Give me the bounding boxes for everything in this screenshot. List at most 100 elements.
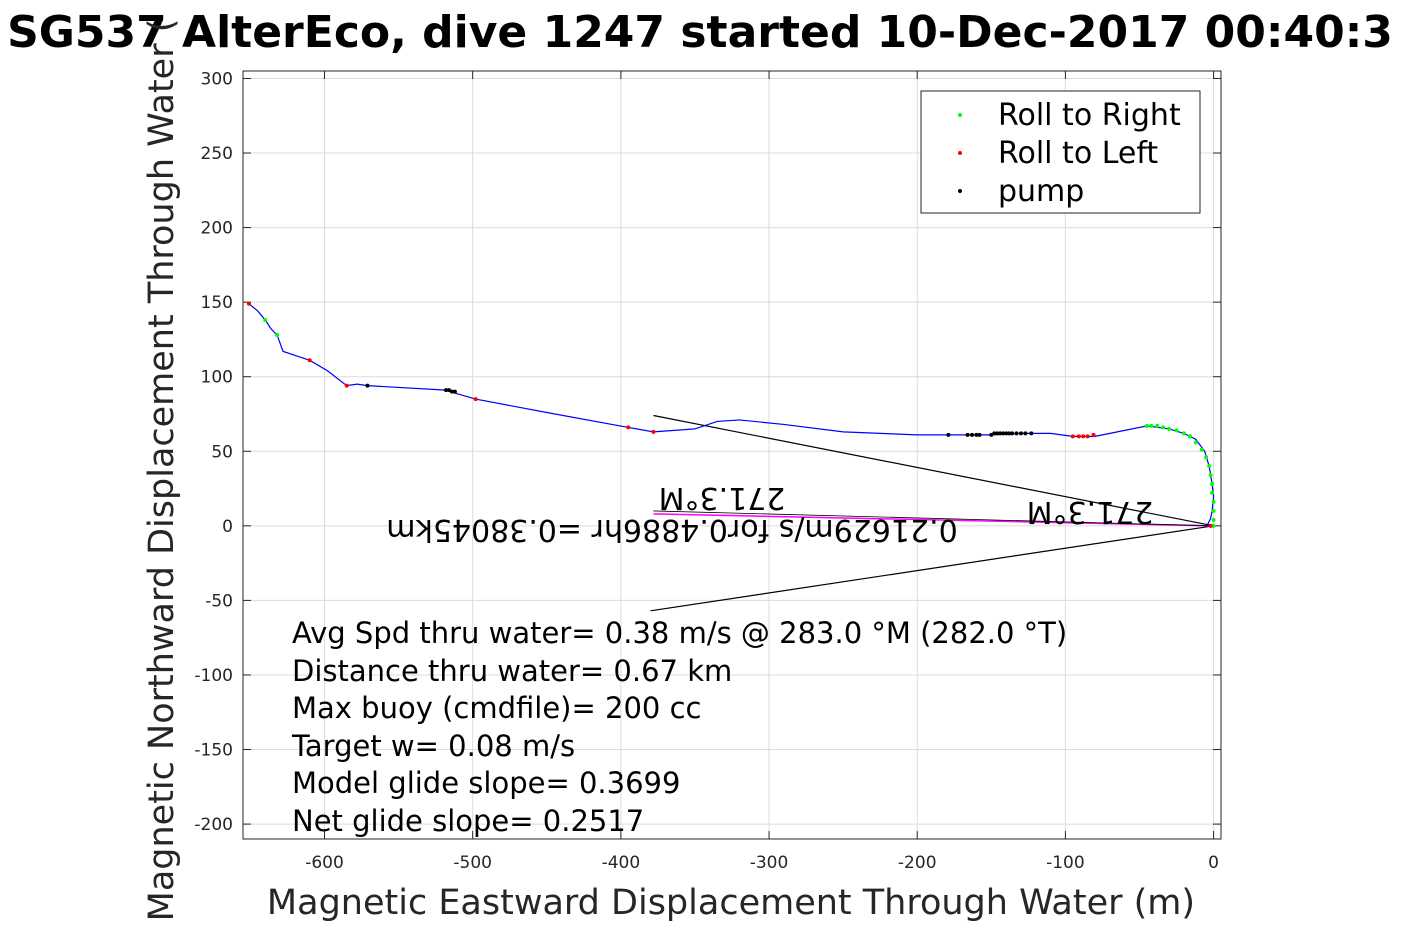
pump-point: [452, 389, 457, 394]
roll-right-point: [1211, 523, 1216, 528]
pump-point: [995, 431, 1000, 436]
direction-heading-label: 271.3°M: [1027, 494, 1154, 529]
roll-right-point: [1204, 455, 1209, 460]
pump-point: [946, 432, 951, 437]
roll-right-point: [1167, 426, 1172, 431]
pump-point: [974, 432, 979, 437]
roll-right-point: [1211, 499, 1216, 504]
roll-right-point: [1144, 423, 1149, 428]
roll-right-point: [1187, 434, 1192, 439]
roll-left-point: [1091, 432, 1096, 437]
current-vector-edge: [653, 510, 1214, 527]
y-tick-label: 100: [201, 368, 233, 388]
avg-speed-text: Avg Spd thru water= 0.38 m/s @ 283.0 °M …: [292, 616, 1067, 650]
y-axis-label: Magnetic Northward Displacement Through …: [142, 19, 182, 922]
y-tick-label: 250: [201, 144, 233, 164]
y-tick-label: -200: [194, 815, 233, 835]
roll-right-point: [1155, 423, 1160, 428]
roll-left-point: [626, 425, 631, 430]
y-tick-label: -150: [194, 741, 233, 761]
y-tick-label: -100: [194, 666, 233, 686]
pump-point: [1018, 431, 1023, 436]
max-buoy-text: Max buoy (cmdfile)= 200 cc: [292, 691, 701, 725]
roll-right-point: [1199, 447, 1204, 452]
roll-right-point: [1208, 473, 1213, 478]
roll-right-point: [1210, 491, 1215, 496]
legend-marker-roll-left: [958, 151, 962, 155]
roll-left-point: [307, 358, 312, 363]
pump-point: [446, 388, 451, 393]
pump-point: [1014, 431, 1019, 436]
roll-left-point: [1070, 434, 1075, 439]
y-tick-label: 200: [201, 219, 233, 239]
roll-right-point: [1193, 440, 1198, 445]
pump-point: [1007, 431, 1012, 436]
x-tick-label: -400: [602, 853, 641, 873]
roll-left-point: [1081, 434, 1086, 439]
x-tick-label: -300: [750, 853, 789, 873]
axes-box: [242, 70, 1222, 840]
current-vector: [653, 513, 1214, 527]
pump-point: [965, 432, 970, 437]
current-heading-label: 271.3°M: [659, 480, 786, 515]
pump-point: [989, 432, 994, 437]
y-tick-label: 150: [201, 293, 233, 313]
x-tick-label: -100: [1046, 853, 1085, 873]
roll-right-point: [1149, 423, 1154, 428]
roll-right-point: [1161, 425, 1166, 430]
roll-right-point: [1181, 431, 1186, 436]
chart-title: SG537 AlterEco, dive 1247 started 10-Dec…: [7, 7, 1393, 58]
legend-marker-roll-right: [958, 113, 962, 117]
markers: [246, 301, 1216, 528]
x-tick-label: 0: [1208, 853, 1219, 873]
y-tick-label: 0: [222, 517, 233, 537]
roll-right-point: [275, 332, 280, 337]
roll-left-point: [246, 301, 251, 306]
model-glide-slope-text: Model glide slope= 0.3699: [292, 766, 680, 800]
roll-right-point: [1211, 508, 1216, 513]
x-axis-label: Magnetic Eastward Displacement Through W…: [267, 883, 1195, 923]
legend-box: [920, 90, 1201, 214]
legend-label-roll-left: Roll to Left: [998, 136, 1158, 171]
legend: Roll to Right Roll to Left pump: [920, 90, 1201, 214]
roll-left-point: [651, 429, 656, 434]
roll-left-point: [1208, 523, 1213, 528]
legend-label-pump: pump: [998, 174, 1084, 209]
pump-point: [1004, 431, 1009, 436]
pump-point: [1010, 431, 1015, 436]
ticks: -600 -500 -400 -300 -200 -100 0300250200150100…: [194, 69, 1221, 873]
roll-left-point: [1076, 434, 1081, 439]
pump-point: [365, 383, 370, 388]
x-tick-label: -600: [305, 853, 344, 873]
x-tick-label: -500: [453, 853, 492, 873]
pump-point: [977, 432, 982, 437]
pump-point: [992, 431, 997, 436]
x-tick-label: -200: [898, 853, 937, 873]
legend-marker-pump: [958, 189, 962, 193]
roll-left-point: [344, 383, 349, 388]
pump-point: [444, 388, 449, 393]
pump-point: [449, 389, 454, 394]
pump-point: [1023, 431, 1028, 436]
pump-point: [998, 431, 1003, 436]
target-w-text: Target w= 0.08 m/s: [291, 729, 575, 763]
y-tick-label: -50: [205, 591, 233, 611]
distance-text: Distance thru water= 0.67 km: [292, 654, 732, 688]
stats-annotation: Avg Spd thru water= 0.38 m/s @ 283.0 °M …: [291, 616, 1067, 838]
roll-left-point: [1085, 434, 1090, 439]
net-glide-slope-text: Net glide slope= 0.2517: [292, 804, 644, 838]
current-speed-label: 0.21629m/s for0.4886hr =0.38045km: [386, 512, 957, 547]
roll-right-point: [1211, 517, 1216, 522]
roll-right-point: [1174, 428, 1179, 433]
pump-point: [970, 432, 975, 437]
pump-point: [1001, 431, 1006, 436]
y-tick-label: 300: [201, 69, 233, 89]
roll-right-point: [263, 318, 268, 323]
legend-label-roll-right: Roll to Right: [998, 98, 1181, 133]
roll-right-point: [1207, 464, 1212, 469]
roll-right-point: [1210, 482, 1215, 487]
y-tick-label: 50: [211, 442, 233, 462]
